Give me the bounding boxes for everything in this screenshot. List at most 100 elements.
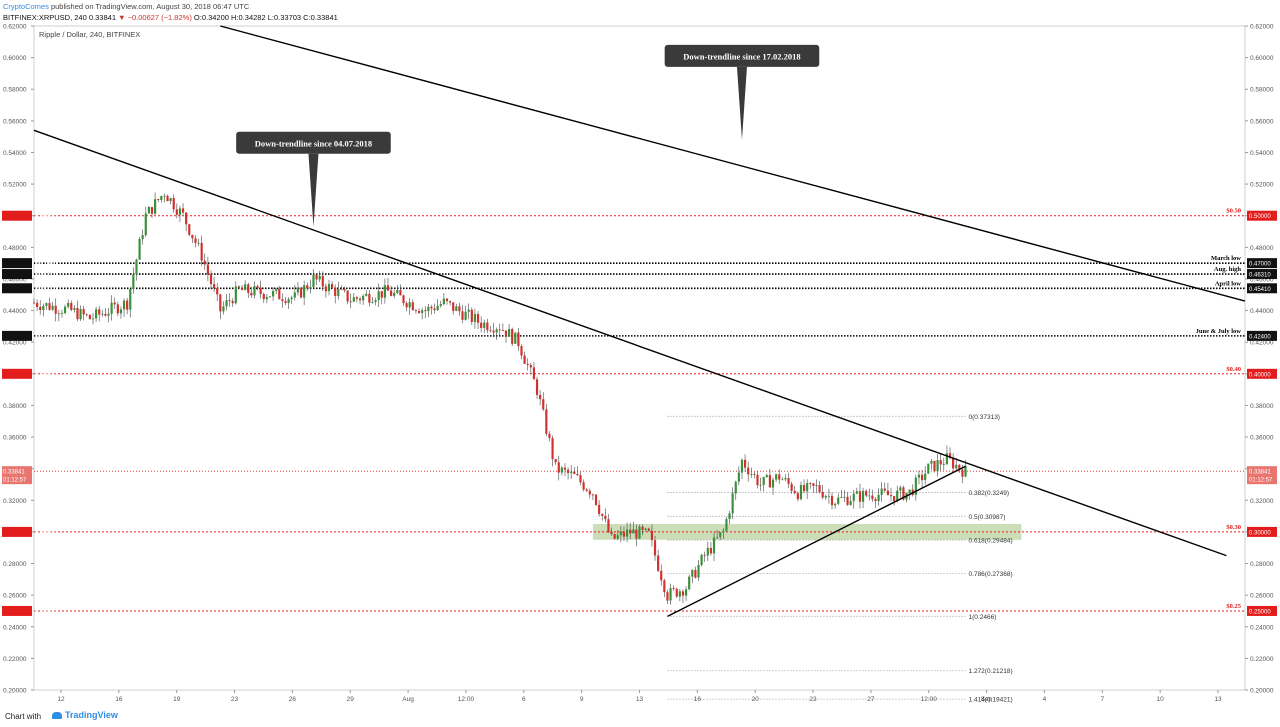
- candle-body: [666, 592, 669, 601]
- y-tick-label-right: 0.36000: [1250, 435, 1274, 442]
- candle-body: [290, 297, 293, 300]
- tradingview-brand: TradingView: [65, 710, 118, 720]
- candle-body: [834, 503, 837, 506]
- candle-body: [877, 494, 880, 502]
- candle-body: [374, 300, 377, 302]
- candle-body: [858, 491, 862, 502]
- candle-body: [886, 490, 889, 496]
- candle-body: [753, 473, 756, 475]
- callout-box: [664, 44, 820, 67]
- candle-body: [299, 288, 303, 298]
- y-tick-label-left: 0.46000: [3, 276, 27, 283]
- candle-body: [256, 286, 259, 288]
- y-tick-label-left: 0.44000: [3, 308, 27, 315]
- candle-body: [610, 531, 613, 534]
- price-level-tag: [1247, 210, 1277, 221]
- candle-body: [942, 464, 945, 465]
- candle-body: [855, 491, 858, 494]
- candle-body: [483, 322, 486, 328]
- candle-body: [542, 399, 545, 410]
- candle-body: [321, 275, 324, 287]
- candle-body: [312, 274, 315, 287]
- author-link[interactable]: CryptoComes: [3, 2, 49, 11]
- candle-body: [657, 555, 660, 571]
- candle-body: [473, 314, 477, 322]
- candle-body: [122, 300, 126, 310]
- candle-body: [498, 329, 501, 331]
- candle-body: [601, 513, 604, 516]
- current-price-countdown: 01:12:57: [1249, 478, 1273, 484]
- candle-body: [691, 569, 694, 577]
- last-price: 0.33841: [88, 13, 116, 22]
- x-tick-label: 26: [289, 696, 297, 703]
- price-level-tag: [2, 258, 32, 269]
- candle-body: [79, 309, 82, 320]
- candle-body: [380, 291, 383, 298]
- candle-body: [160, 196, 163, 200]
- candle-body: [585, 489, 588, 491]
- candle-body: [203, 260, 206, 265]
- x-tick-label: 7: [1100, 696, 1104, 703]
- candle-body: [231, 301, 234, 304]
- candle-body: [206, 264, 209, 275]
- candle-body: [775, 474, 778, 480]
- candle-body: [470, 309, 473, 322]
- candle-body: [728, 513, 731, 520]
- candle-body: [641, 526, 644, 530]
- candle-body: [700, 554, 703, 566]
- publish-date: published on TradingView.com, August 30,…: [50, 2, 250, 11]
- candle-body: [67, 303, 70, 307]
- candle-body: [734, 481, 737, 494]
- candle-body: [355, 297, 359, 299]
- candle-body: [39, 306, 42, 310]
- candle-body: [688, 576, 691, 590]
- y-tick-label-right: 0.22000: [1250, 656, 1274, 663]
- fib-level-label: 0.382(0.3249): [969, 490, 1009, 497]
- candle-body: [42, 305, 45, 310]
- candle-body: [163, 195, 166, 197]
- candle-body: [632, 529, 635, 534]
- price-chart[interactable]: 0.62000 0.62000 0.60000 0.60000 0.58000 0.580…: [0, 24, 1280, 708]
- candle-body: [281, 299, 284, 302]
- candle-body: [821, 491, 824, 498]
- y-tick-label-left: 0.62000: [3, 24, 27, 31]
- plot-area: [33, 25, 1246, 691]
- candle-body: [638, 526, 641, 539]
- y-tick-label-left: 0.58000: [3, 87, 27, 94]
- candle-body: [327, 284, 331, 292]
- candle-body: [95, 309, 98, 319]
- candle-body: [386, 285, 390, 291]
- candle-body: [73, 308, 76, 310]
- price-level-tag-label: 0.50000: [35, 214, 57, 220]
- candle-body: [60, 313, 64, 314]
- y-tick-label-right: 0.28000: [1250, 561, 1274, 568]
- tradingview-logo[interactable]: TradingView: [52, 710, 118, 720]
- x-tick-label: 23: [809, 696, 817, 703]
- price-level-tag-label: 0.25000: [1249, 609, 1271, 615]
- candle-body: [815, 485, 818, 486]
- current-price-tag: [1247, 466, 1277, 485]
- candle-body: [352, 297, 355, 302]
- x-tick-label: 19: [173, 696, 181, 703]
- candle-body: [278, 289, 281, 300]
- candle-body: [939, 460, 942, 465]
- price-level-tag: [2, 368, 32, 379]
- candle-body: [144, 213, 147, 236]
- candle-body: [914, 477, 917, 495]
- candle-body: [566, 469, 570, 474]
- candle-body: [669, 588, 672, 601]
- candle-body: [529, 364, 532, 368]
- x-tick-label: 10: [1157, 696, 1165, 703]
- candle-body: [209, 274, 213, 285]
- y-tick-label-right: 0.56000: [1250, 118, 1274, 125]
- price-level-tag: [1247, 526, 1277, 537]
- candle-body: [846, 496, 849, 505]
- callout-pointer: [736, 66, 747, 140]
- candle-body: [324, 286, 327, 292]
- candle-body: [622, 531, 626, 537]
- candle-body: [576, 473, 579, 476]
- candle-body: [486, 322, 489, 331]
- candle-body: [902, 487, 905, 500]
- fib-level-label: 0.5(0.30987): [969, 514, 1006, 521]
- y-tick-label-left: 0.38000: [3, 403, 27, 410]
